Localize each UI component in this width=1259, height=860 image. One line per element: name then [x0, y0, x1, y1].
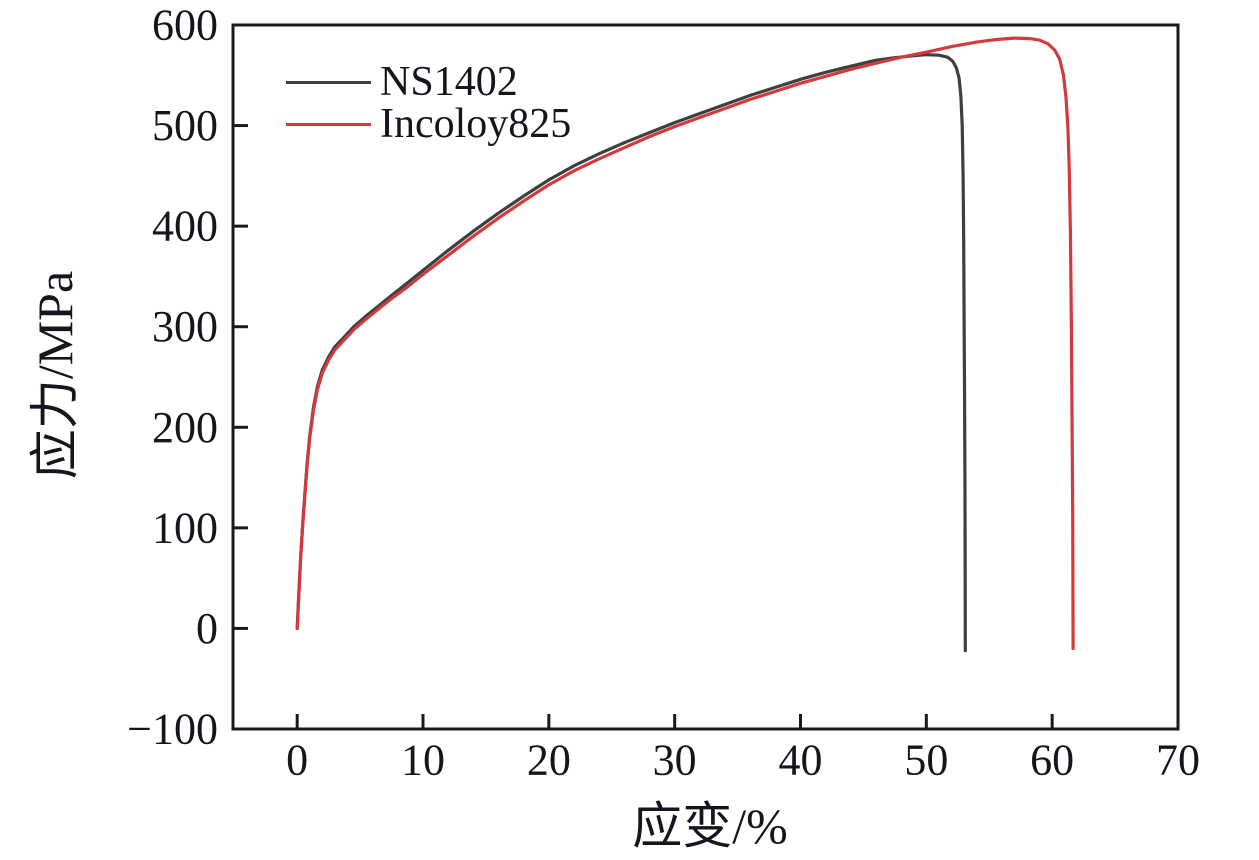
x-tick-label: 60 — [1030, 736, 1074, 785]
series-curve-incoloy825 — [295, 36, 1075, 651]
legend-line-swatch-black — [286, 80, 371, 84]
x-tick-label: 30 — [653, 736, 697, 785]
plot-frame — [231, 23, 1180, 731]
x-axis-title: 应变/% — [632, 798, 788, 854]
x-tick-label: 70 — [1156, 736, 1200, 785]
legend-label-incoloy825: Incoloy825 — [380, 101, 572, 147]
x-tick-label: 20 — [527, 736, 571, 785]
x-tick-label: 0 — [286, 736, 308, 785]
y-tick-label: 600 — [152, 1, 218, 50]
y-axis-title: 应力/MPa — [27, 270, 83, 480]
legend-entry-incoloy825: Incoloy825 — [286, 103, 571, 145]
y-tick-label: 500 — [152, 101, 218, 150]
y-tick-label: −100 — [127, 705, 218, 754]
legend-line-swatch-red — [286, 122, 371, 126]
x-tick-label: 50 — [904, 736, 948, 785]
x-tick-label: 10 — [401, 736, 445, 785]
y-tick-label: 300 — [152, 302, 218, 351]
y-tick-label: 100 — [152, 503, 218, 552]
legend-entry-ns1402: NS1402 — [286, 61, 571, 103]
y-tick-label: 400 — [152, 202, 218, 251]
y-tick-label: 0 — [196, 604, 218, 653]
legend-label-ns1402: NS1402 — [380, 59, 518, 105]
legend: NS1402 Incoloy825 — [286, 61, 571, 145]
y-tick-label: 200 — [152, 403, 218, 452]
x-tick-label: 40 — [779, 736, 823, 785]
